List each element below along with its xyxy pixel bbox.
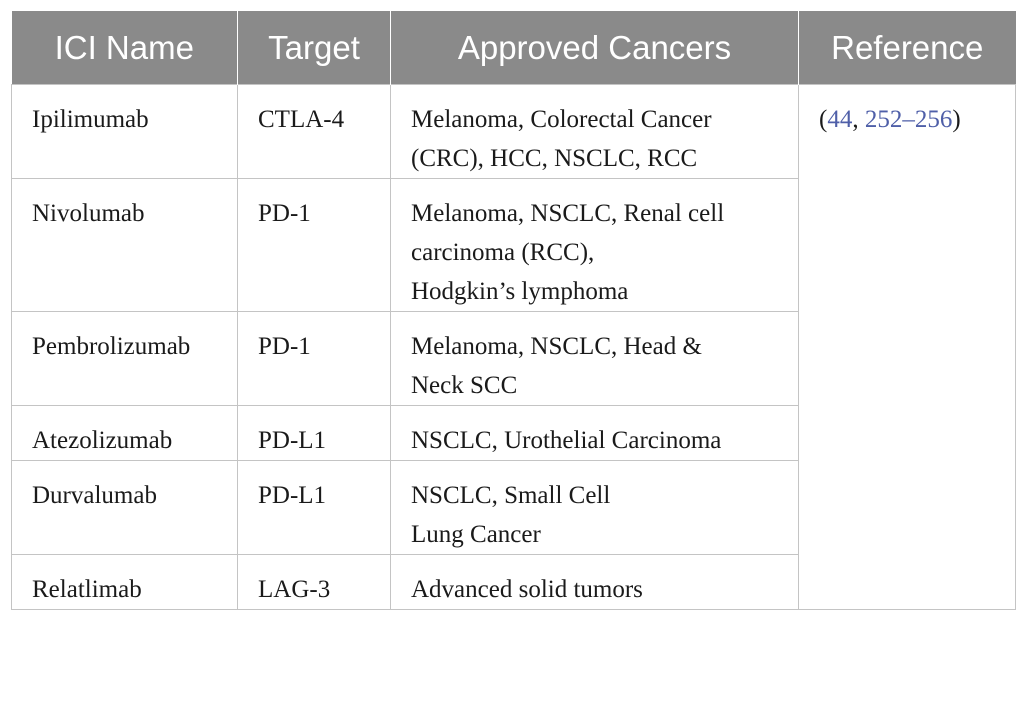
table-row: Relatlimab LAG-3 Advanced solid tumors [11, 554, 1016, 610]
reference-link-44[interactable]: 44 [827, 106, 853, 133]
ref-separator: , [852, 106, 865, 133]
reference-link-252[interactable]: 252 [864, 106, 903, 133]
target-cell: PD-L1 [237, 405, 391, 461]
cancer-line: Advanced solid tumors [411, 576, 643, 603]
table-row: Nivolumab PD-1 Melanoma, NSCLC, Renal ce… [11, 178, 1016, 312]
ici-table: ICI Name Target Approved Cancers Referen… [11, 11, 1016, 610]
cancer-line: (CRC), HCC, NSCLC, RCC [411, 145, 698, 172]
cancer-line: Melanoma, NSCLC, Renal cell [411, 200, 725, 227]
ref-close-paren: ) [952, 106, 961, 133]
header-row: ICI Name Target Approved Cancers Referen… [11, 11, 1016, 85]
table-row: Pembrolizumab PD-1 Melanoma, NSCLC, Head… [11, 311, 1016, 406]
header-approved-cancers: Approved Cancers [390, 11, 799, 85]
approved-cancers-cell: Melanoma, Colorectal Cancer (CRC), HCC, … [390, 84, 799, 179]
target-cell: PD-1 [237, 311, 391, 406]
reference-cell: (44, 252–256) [798, 84, 1016, 610]
cancer-line: NSCLC, Small Cell [411, 482, 611, 509]
approved-cancers-cell: NSCLC, Small Cell Lung Cancer [390, 460, 799, 555]
ici-name-cell: Nivolumab [11, 178, 238, 312]
target-cell: LAG-3 [237, 554, 391, 610]
ici-name-cell: Relatlimab [11, 554, 238, 610]
ici-name-cell: Durvalumab [11, 460, 238, 555]
reference-link-256[interactable]: 256 [914, 106, 953, 133]
target-cell: PD-1 [237, 178, 391, 312]
cancer-line: NSCLC, Urothelial Carcinoma [411, 427, 722, 454]
cancer-line: Neck SCC [411, 372, 518, 399]
ici-name-cell: Ipilimumab [11, 84, 238, 179]
approved-cancers-cell: Advanced solid tumors [390, 554, 799, 610]
ref-range-dash: – [902, 106, 915, 133]
approved-cancers-cell: Melanoma, NSCLC, Renal cell carcinoma (R… [390, 178, 799, 312]
header-ici-name: ICI Name [11, 11, 238, 85]
ref-open-paren: ( [819, 106, 828, 133]
target-cell: CTLA-4 [237, 84, 391, 179]
cancer-line: carcinoma (RCC), [411, 239, 595, 266]
ici-name-cell: Atezolizumab [11, 405, 238, 461]
header-reference: Reference [798, 11, 1016, 85]
table-row: Ipilimumab CTLA-4 Melanoma, Colorectal C… [11, 84, 1016, 610]
cancer-line: Melanoma, Colorectal Cancer [411, 106, 712, 133]
approved-cancers-cell: Melanoma, NSCLC, Head & Neck SCC [390, 311, 799, 406]
approved-cancers-cell: NSCLC, Urothelial Carcinoma [390, 405, 799, 461]
table-row: Atezolizumab PD-L1 NSCLC, Urothelial Car… [11, 405, 1016, 461]
cancer-line: Melanoma, NSCLC, Head & [411, 333, 702, 360]
target-cell: PD-L1 [237, 460, 391, 555]
header-target: Target [237, 11, 391, 85]
cancer-line: Lung Cancer [411, 521, 541, 548]
cancer-line: Hodgkin’s lymphoma [411, 278, 629, 305]
ici-name-cell: Pembrolizumab [11, 311, 238, 406]
